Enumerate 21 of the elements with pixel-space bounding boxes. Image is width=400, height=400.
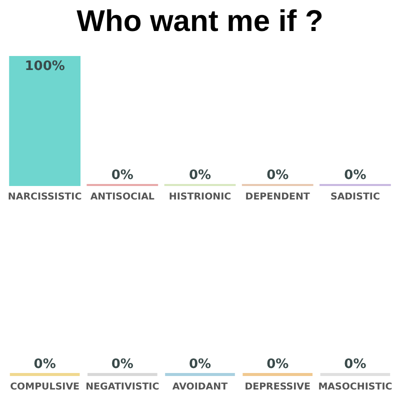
x-tick-label: HISTRIONIC (168, 192, 232, 202)
data-label: 0% (111, 357, 134, 372)
data-label: 100% (24, 59, 65, 74)
data-label: 0% (188, 168, 212, 183)
data-label: 0% (344, 357, 366, 372)
data-label: 0% (344, 168, 366, 183)
data-label: 0% (188, 357, 212, 372)
category-label: NEGATIVISTIC (86, 382, 160, 392)
data-label: 0% (266, 168, 289, 183)
x-tick-label: NARCISSISTIC (8, 192, 82, 202)
data-label: 0% (266, 357, 289, 372)
x-tick-label: ANTISOCIAL (90, 192, 154, 202)
category-label: DEPRESSIVE (244, 382, 310, 392)
chart-title: Who want me if ? (76, 4, 324, 40)
x-tick-label: SADISTIC (330, 192, 380, 202)
x-tick-label: DEPENDENT (245, 192, 310, 202)
data-label: 0% (34, 357, 56, 372)
category-label: MASOCHISTIC (318, 382, 392, 392)
category-label: AVOIDANT (172, 382, 228, 392)
category-label: COMPULSIVE (10, 382, 80, 392)
data-label: 0% (111, 168, 134, 183)
